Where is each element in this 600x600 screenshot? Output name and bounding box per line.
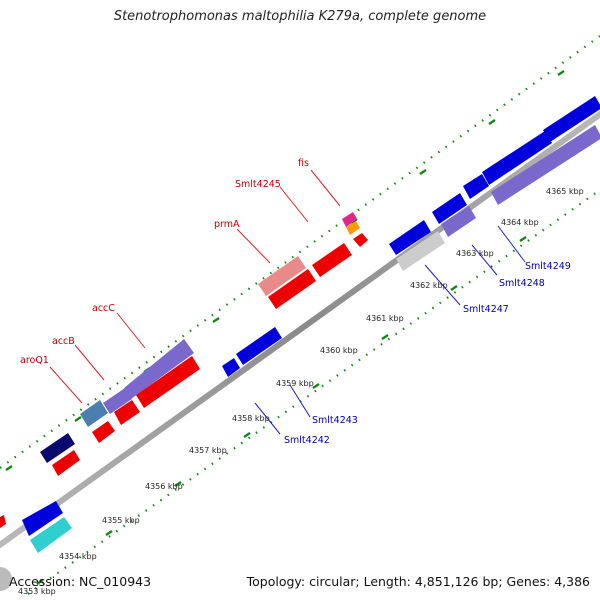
gene-aroQ1[interactable] <box>80 400 108 427</box>
genome-backbone <box>0 110 600 549</box>
gene-label-Smlt4245[interactable]: Smlt4245 <box>235 179 281 190</box>
gene-label-Smlt4248[interactable]: Smlt4248 <box>499 278 545 289</box>
scale-label: 4364 kbp <box>501 218 539 227</box>
gene-label-accB[interactable]: accB <box>52 336 75 347</box>
gene-forward-small-4[interactable] <box>353 233 368 247</box>
genome-summary-text: Topology: circular; Length: 4,851,126 bp… <box>246 574 590 589</box>
gene-label-Smlt4243[interactable]: Smlt4243 <box>312 415 358 426</box>
gene-fis-orange[interactable] <box>346 221 360 235</box>
gene-forward-large-1[interactable] <box>136 356 200 408</box>
gene-label-Smlt4247[interactable]: Smlt4247 <box>463 304 509 315</box>
scale-label: 4357 kbp <box>189 446 227 455</box>
gene-prmA[interactable] <box>258 256 306 296</box>
accession-text: Accession: NC_010943 <box>9 574 152 589</box>
gene-Smlt4243[interactable] <box>236 327 282 365</box>
gene-label-fis[interactable]: fis <box>298 158 309 169</box>
scale-label: 4363 kbp <box>456 249 494 258</box>
scale-label: 4359 kbp <box>276 379 314 388</box>
gene-cyan[interactable] <box>30 517 72 553</box>
gene-Smlt4249[interactable] <box>482 131 552 185</box>
scale-label: 4358 kbp <box>232 414 270 423</box>
gene-Smlt4248[interactable] <box>441 206 476 237</box>
reverse-gene-labels: Smlt4242 Smlt4243 Smlt4247 Smlt4248 Smlt… <box>284 261 571 446</box>
gene-Smlt4245[interactable] <box>312 243 352 277</box>
forward-label-lines <box>49 169 341 404</box>
reverse-strand-genes[interactable] <box>22 96 600 553</box>
gene-reverse-1[interactable] <box>389 220 431 255</box>
inner-major-ticks <box>36 236 527 585</box>
scale-label: 4353 kbp <box>18 587 56 596</box>
scale-label: 4356 kbp <box>145 482 183 491</box>
forward-strand-genes[interactable] <box>0 212 368 528</box>
gene-navy[interactable] <box>40 433 75 463</box>
reverse-label-lines <box>254 225 526 435</box>
gene-accC[interactable] <box>124 339 194 399</box>
scale-label: 4365 kbp <box>546 187 584 196</box>
gene-reverse-3[interactable] <box>463 174 489 199</box>
gene-label-aroQ1[interactable]: aroQ1 <box>20 355 49 366</box>
gene-label-accC[interactable]: accC <box>92 303 115 314</box>
inner-tick-ring <box>27 189 600 595</box>
scale-label: 4354 kbp <box>59 552 97 561</box>
gene-forward-small-2[interactable] <box>92 421 115 443</box>
gene-Smlt4242[interactable] <box>222 358 240 377</box>
gene-reverse-4[interactable] <box>543 96 600 142</box>
forward-gene-labels: aroQ1 accB accC prmA Smlt4245 fis <box>20 158 309 366</box>
gene-purple-large[interactable] <box>491 125 600 205</box>
scale-label: 4361 kbp <box>366 314 404 323</box>
gene-label-Smlt4249[interactable]: Smlt4249 <box>525 261 571 272</box>
scale-label: 4360 kbp <box>320 346 358 355</box>
gene-label-prmA[interactable]: prmA <box>214 219 240 230</box>
gene-Smlt4247[interactable] <box>396 231 445 271</box>
gene-forward-edge[interactable] <box>0 515 6 528</box>
scale-labels: 4353 kbp 4354 kbp 4355 kbp 4356 kbp 4357… <box>18 187 584 596</box>
gene-reverse-2[interactable] <box>432 193 467 224</box>
gene-fis-magenta[interactable] <box>342 212 357 227</box>
gene-forward-small-1[interactable] <box>52 450 80 476</box>
scale-label: 4355 kbp <box>102 516 140 525</box>
gene-accB[interactable] <box>103 388 132 414</box>
navigation-handle[interactable] <box>0 567 12 591</box>
gene-label-Smlt4242[interactable]: Smlt4242 <box>284 435 330 446</box>
gene-forward-small-3[interactable] <box>114 400 140 425</box>
map-title: Stenotrophomonas maltophilia K279a, comp… <box>113 9 487 24</box>
scale-label: 4362 kbp <box>410 281 448 290</box>
gene-reverse-edge[interactable] <box>22 501 63 536</box>
outer-tick-ring <box>0 35 600 469</box>
gene-forward-large-2[interactable] <box>268 269 316 309</box>
